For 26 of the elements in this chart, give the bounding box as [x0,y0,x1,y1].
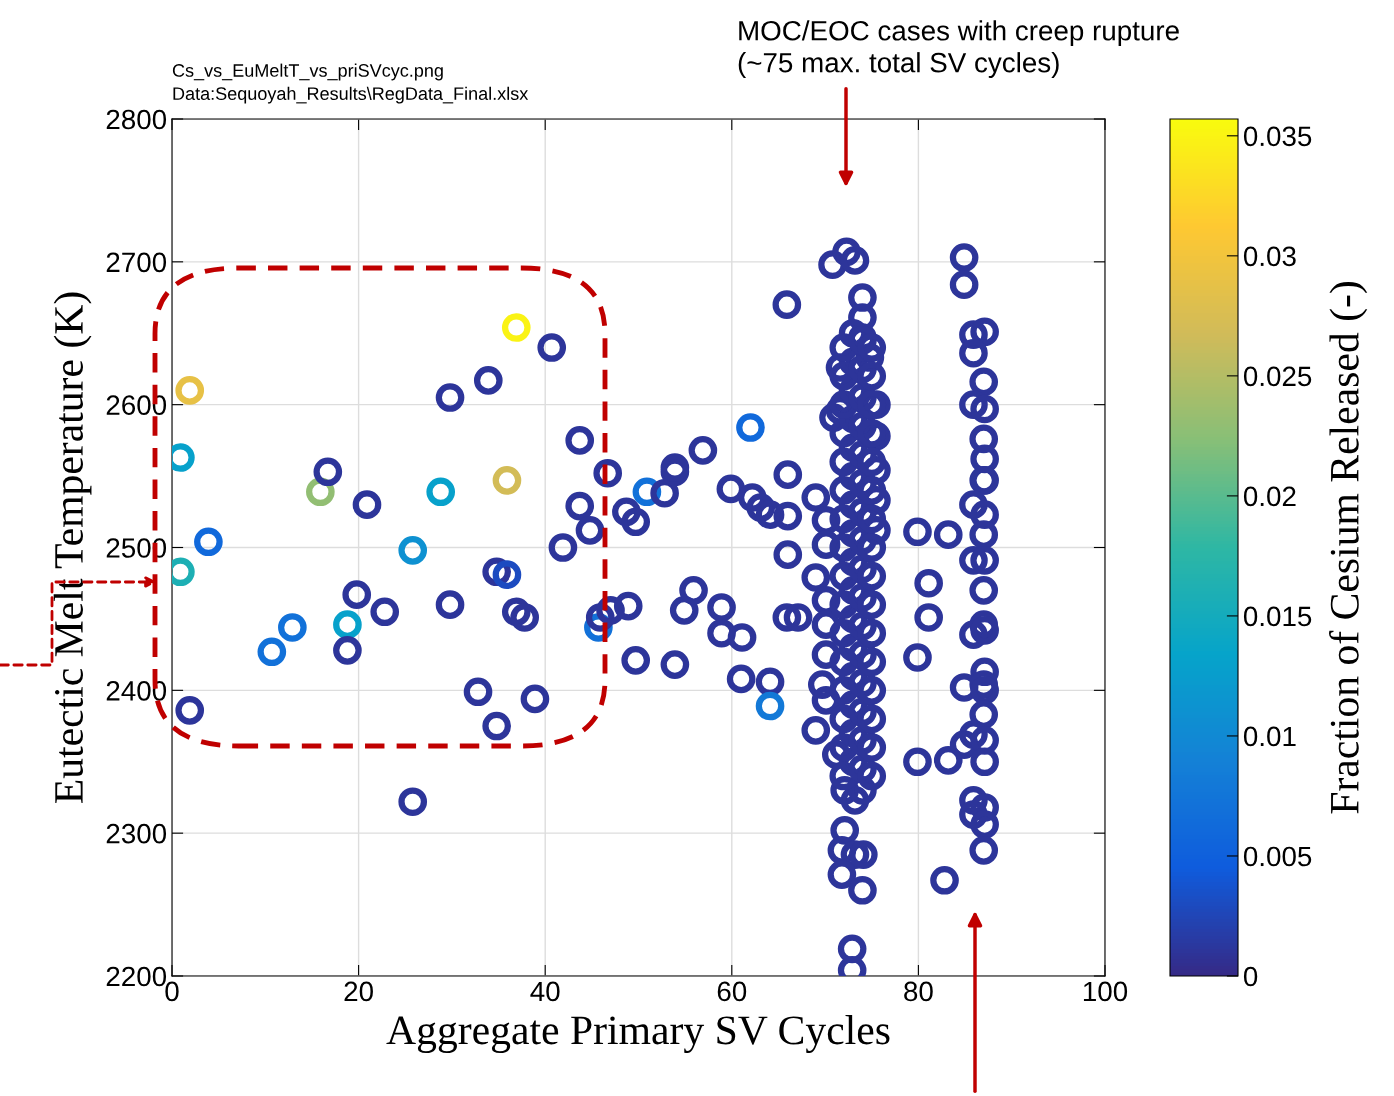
color-bar-label: 0.02 [1243,486,1296,507]
y-tick-label: 2200 [106,966,167,987]
y-tick-label: 2600 [106,395,167,416]
y-axis-title: Eutectic Melt Temperature (K) [53,292,92,804]
color-bar-label: 0 [1243,966,1258,987]
color-bar-label: 0.005 [1243,846,1312,867]
x-tick-label: 40 [530,981,560,1002]
y-tick-label: 2800 [106,109,167,130]
text: MOC/EOC cases with creep rupture (~75 max. total SV cycles) [738,20,1179,78]
color-bar-label: 0.01 [1243,726,1296,747]
x-tick-label: 80 [904,981,933,1002]
color-bar-label: 0.025 [1243,366,1312,387]
text: Data:Sequoyah_Results\RegData_Final.xlsx [173,86,529,104]
x-axis-title: Aggregate Primary SV Cycles [386,1015,890,1053]
y-tick-label: 2300 [106,823,167,844]
x-tick-label: 20 [344,981,373,1002]
text: Cs_vs_EuMeltT_vs_priSVcyc.png [172,63,443,81]
x-tick-label: 60 [717,981,747,1002]
x-tick-label: 0 [165,981,179,1002]
color-bar-label: 0.015 [1243,606,1312,627]
color-bar-label: 0.03 [1243,246,1296,267]
color-bar-label: 0.035 [1243,126,1312,147]
y-tick-label: 2700 [106,252,167,273]
x-tick-label: 100 [1083,981,1128,1002]
y-tick-label: 2400 [106,681,167,701]
color-bar-title: Fraction of Cesium Released (-) [1329,282,1368,814]
